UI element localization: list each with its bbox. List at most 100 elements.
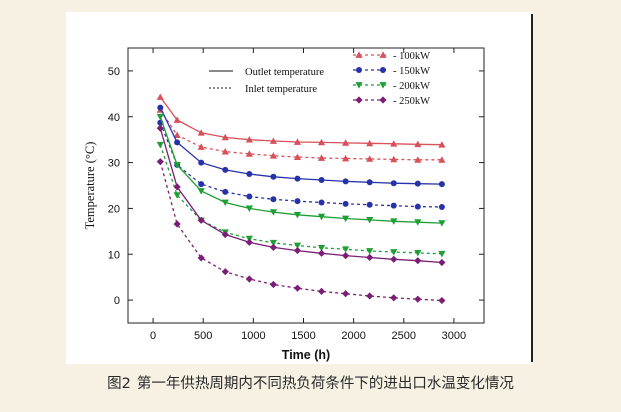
x-tick-label: 2000 (341, 330, 365, 342)
legend-load-label: - 150kW (393, 66, 430, 77)
data-point (246, 193, 253, 200)
data-point (222, 166, 229, 173)
data-point (246, 171, 253, 178)
data-point (198, 181, 205, 188)
caption-text: 第一年供热周期内不同热负荷条件下的进出口水温变化情况 (136, 376, 514, 392)
data-point (390, 294, 398, 302)
series-250kW-inlet (156, 158, 446, 305)
data-point (221, 199, 229, 207)
x-tick-label: 1500 (291, 330, 315, 342)
legend-style-label: Outlet temperature (245, 67, 324, 78)
plot-frame (127, 47, 485, 324)
data-point (366, 201, 373, 208)
data-point (294, 198, 301, 205)
legend-marker (355, 82, 363, 89)
y-tick-label: 20 (108, 203, 120, 215)
data-point (270, 196, 277, 203)
data-point (156, 93, 164, 100)
data-point (366, 253, 374, 262)
data-point (221, 147, 229, 155)
data-point (342, 246, 350, 253)
legend: Outlet temperature Inlet temperature - 100… (209, 51, 430, 107)
data-point (173, 116, 181, 123)
y-tick-label: 40 (108, 112, 120, 124)
data-point (414, 295, 422, 303)
data-point (366, 216, 374, 224)
data-point (222, 188, 229, 195)
data-point (390, 255, 398, 263)
data-point (390, 180, 397, 187)
data-point (414, 140, 422, 148)
data-point (366, 179, 373, 186)
data-point (366, 139, 374, 147)
data-point (342, 215, 350, 223)
data-point (269, 239, 278, 247)
series-250kW-outlet (156, 124, 446, 267)
legend-marker (379, 51, 387, 58)
data-point (317, 138, 326, 146)
chart-panel (66, 12, 532, 364)
data-point (173, 183, 181, 191)
data-point (390, 202, 397, 209)
legend-marker (356, 67, 362, 73)
legend-marker (379, 96, 387, 104)
data-point (245, 150, 253, 157)
data-point (438, 220, 446, 227)
data-point (317, 244, 326, 252)
series-layer (156, 93, 446, 305)
data-point (438, 141, 446, 148)
data-point (156, 113, 164, 121)
data-point (245, 136, 253, 143)
y-tick-label: 30 (108, 158, 120, 170)
data-point (342, 139, 350, 146)
x-tick-label: 500 (194, 330, 212, 342)
y-tick-label: 10 (108, 249, 120, 261)
data-point (197, 129, 205, 136)
data-point (317, 154, 326, 161)
data-point (414, 249, 422, 257)
data-point (221, 268, 229, 276)
data-point (293, 211, 302, 219)
y-tick-label: 0 (114, 295, 120, 307)
legend-marker (379, 82, 387, 89)
data-point (390, 155, 398, 163)
legend-style-label: Inlet temperature (245, 84, 317, 95)
data-point (245, 238, 253, 246)
legend-marker (355, 96, 363, 104)
x-tick-label: 2500 (392, 330, 416, 342)
data-point (269, 280, 278, 289)
data-point (157, 104, 164, 111)
temperature-line-chart: 0 500 1000 1500 2000 2500 3000 0 10 20 30 40 50 Tim… (83, 47, 485, 362)
data-point (390, 249, 398, 256)
data-point (438, 204, 445, 211)
data-point (245, 205, 253, 213)
data-point (269, 243, 278, 251)
data-point (438, 250, 446, 258)
data-point (197, 143, 205, 150)
data-point (366, 292, 374, 300)
data-point (173, 131, 181, 138)
series-100kW-outlet (156, 93, 446, 148)
data-point (293, 246, 302, 255)
y-axis-ticks: 0 10 20 30 40 50 (108, 66, 484, 307)
series-150kW-outlet (157, 104, 445, 188)
y-axis-label: Temperature (°C) (83, 142, 97, 230)
legend-load-label: - 100kW (393, 51, 430, 62)
data-point (156, 141, 164, 149)
x-tick-label: 1000 (241, 330, 265, 342)
data-point (342, 252, 350, 260)
y-tick-label: 50 (108, 66, 120, 78)
data-point (269, 209, 278, 216)
figure-label: 图2 (107, 376, 131, 392)
data-point (342, 154, 350, 162)
data-point (156, 158, 164, 166)
data-point (221, 230, 229, 239)
data-point (318, 199, 325, 206)
data-point (317, 287, 326, 295)
data-point (197, 216, 205, 224)
series-200kW-outlet (156, 113, 446, 227)
data-point (342, 290, 350, 298)
data-point (318, 177, 325, 183)
data-point (221, 133, 229, 141)
x-axis-ticks: 0 500 1000 1500 2000 2500 3000 (150, 48, 466, 342)
